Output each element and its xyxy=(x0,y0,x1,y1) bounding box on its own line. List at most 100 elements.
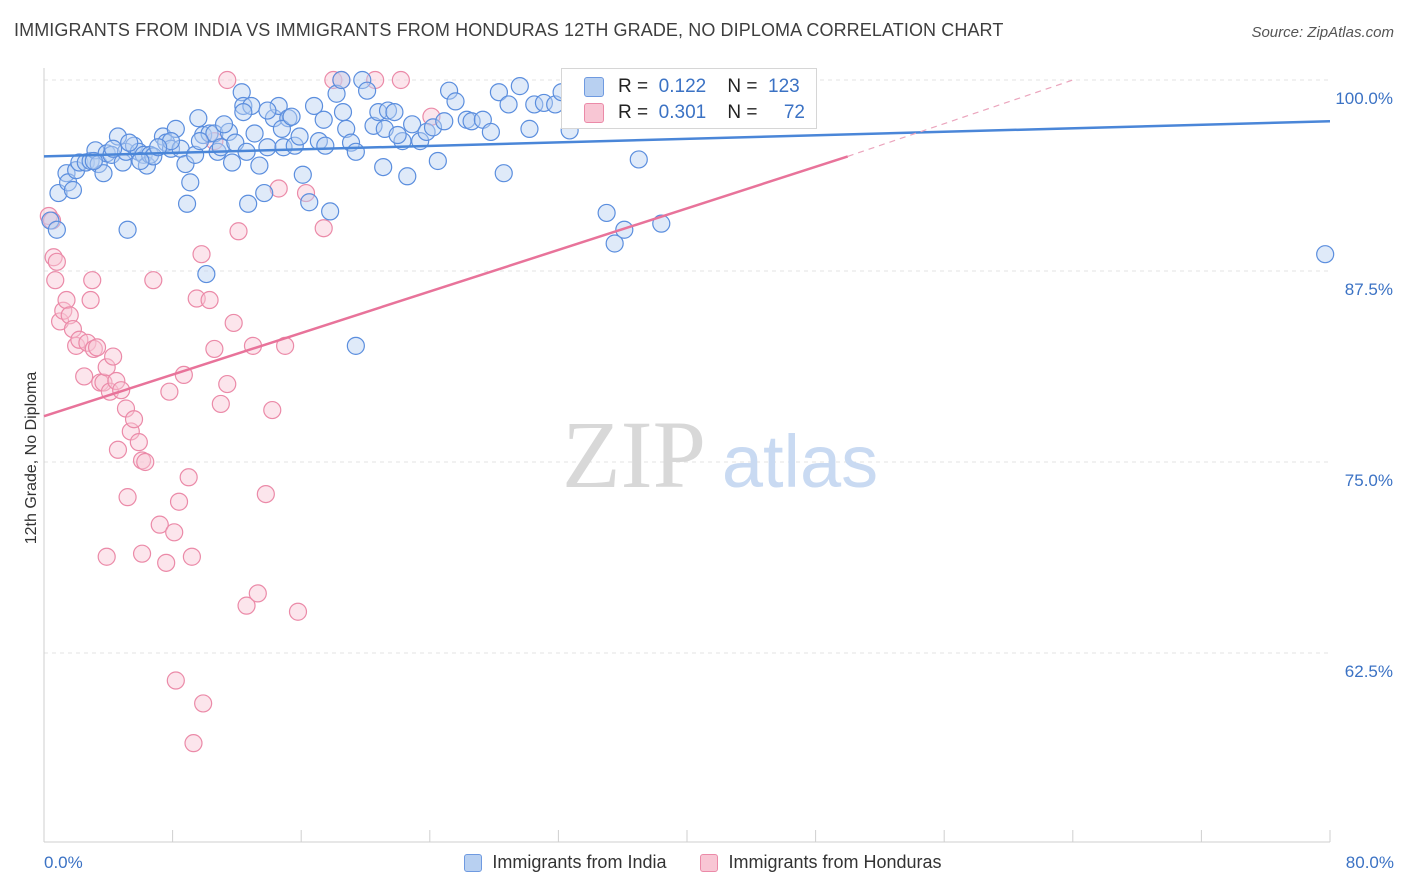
legend-label-india: Immigrants from India xyxy=(492,852,667,872)
y-tick-label: 87.5% xyxy=(1345,280,1393,299)
honduras-swatch xyxy=(584,103,604,123)
honduras-point xyxy=(132,544,152,563)
india-point xyxy=(245,124,264,143)
india-point xyxy=(481,122,500,142)
india-point xyxy=(269,96,288,116)
india-point xyxy=(214,115,234,134)
india-point xyxy=(597,203,616,223)
honduras-point xyxy=(150,515,169,534)
honduras-point xyxy=(166,671,185,690)
honduras-point xyxy=(107,371,126,391)
n-label: N = xyxy=(727,102,758,123)
india-point xyxy=(494,164,513,183)
india-point xyxy=(177,194,197,213)
honduras-point xyxy=(192,245,211,264)
india-point xyxy=(520,119,539,138)
india-point xyxy=(333,102,353,122)
honduras-point xyxy=(248,584,267,603)
honduras-point xyxy=(83,271,102,290)
india-point xyxy=(293,165,312,184)
honduras-trendline xyxy=(43,155,849,418)
india-point xyxy=(374,157,393,177)
india-point xyxy=(423,118,443,137)
honduras-point xyxy=(57,290,76,310)
axes xyxy=(43,68,1331,843)
watermark-zip: ZIP xyxy=(562,401,706,508)
honduras-point xyxy=(237,596,256,615)
legend-item-india[interactable]: Immigrants from India xyxy=(464,852,666,873)
india-point xyxy=(47,220,66,239)
india-point xyxy=(290,127,309,146)
x-tick-max: 80.0% xyxy=(1345,853,1394,872)
india-point xyxy=(118,220,137,239)
india-point xyxy=(358,81,377,100)
legend-swatch-honduras xyxy=(700,853,719,872)
india-point xyxy=(94,164,113,183)
india-point xyxy=(129,142,148,161)
india-point xyxy=(181,173,200,192)
india-point xyxy=(403,115,422,134)
india-swatch xyxy=(584,77,604,97)
india-point xyxy=(222,153,242,172)
india-point xyxy=(435,112,454,131)
honduras-point xyxy=(218,70,237,90)
india-point xyxy=(346,142,365,161)
india-point xyxy=(1316,245,1335,264)
r-value-honduras: 0.301 xyxy=(658,102,707,123)
y-tick-label: 100.0% xyxy=(1335,89,1393,108)
india-point xyxy=(176,154,195,174)
honduras-point xyxy=(97,547,116,566)
india-point xyxy=(190,132,210,151)
honduras-point xyxy=(184,734,203,753)
honduras-point xyxy=(108,440,128,459)
india-point xyxy=(272,119,292,138)
india-point xyxy=(629,150,648,169)
honduras-point xyxy=(200,290,219,310)
india-point xyxy=(104,139,123,158)
india-point xyxy=(189,109,208,128)
india-point xyxy=(652,214,671,233)
india-point xyxy=(364,116,383,135)
watermark-atlas: atlas xyxy=(722,420,878,503)
india-point xyxy=(446,92,465,111)
india-point xyxy=(258,138,277,157)
honduras-point xyxy=(157,553,176,572)
india-point xyxy=(300,193,319,212)
india-point xyxy=(378,101,398,120)
n-value-honduras: 72 xyxy=(783,102,805,123)
legend-label-honduras: Immigrants from Honduras xyxy=(728,852,942,872)
x-tick-min: 0.0% xyxy=(44,853,83,872)
honduras-point xyxy=(47,252,66,271)
india-point xyxy=(489,83,509,102)
india-point xyxy=(385,102,404,122)
honduras-point xyxy=(256,484,275,504)
stats-legend: R = 0.122 N = 123 R = 0.301 N = 72 xyxy=(561,68,817,129)
r-value-india: 0.122 xyxy=(658,76,707,97)
chart-title: IMMIGRANTS FROM INDIA VS IMMIGRANTS FROM… xyxy=(14,20,1004,40)
legend-item-honduras[interactable]: Immigrants from Honduras xyxy=(700,852,942,873)
india-point xyxy=(332,70,351,90)
honduras-point xyxy=(118,488,137,507)
india-point xyxy=(314,110,333,129)
honduras-point xyxy=(160,382,179,401)
honduras-point xyxy=(87,338,107,357)
honduras-point xyxy=(60,306,79,325)
india-point xyxy=(41,211,60,230)
honduras-point xyxy=(104,347,123,366)
india-point xyxy=(250,156,269,175)
india-point xyxy=(232,83,251,102)
india-point xyxy=(316,136,335,155)
india-trendline xyxy=(43,120,1331,158)
india-point xyxy=(304,96,324,116)
india-point xyxy=(510,77,529,96)
india-point xyxy=(200,124,219,143)
india-point xyxy=(605,234,624,253)
honduras-point xyxy=(136,452,155,472)
india-point xyxy=(353,70,372,90)
honduras-point xyxy=(194,694,213,713)
y-tick-label: 75.0% xyxy=(1345,471,1393,490)
honduras-point xyxy=(263,400,282,420)
india-point xyxy=(428,151,447,171)
honduras-point xyxy=(229,222,248,241)
